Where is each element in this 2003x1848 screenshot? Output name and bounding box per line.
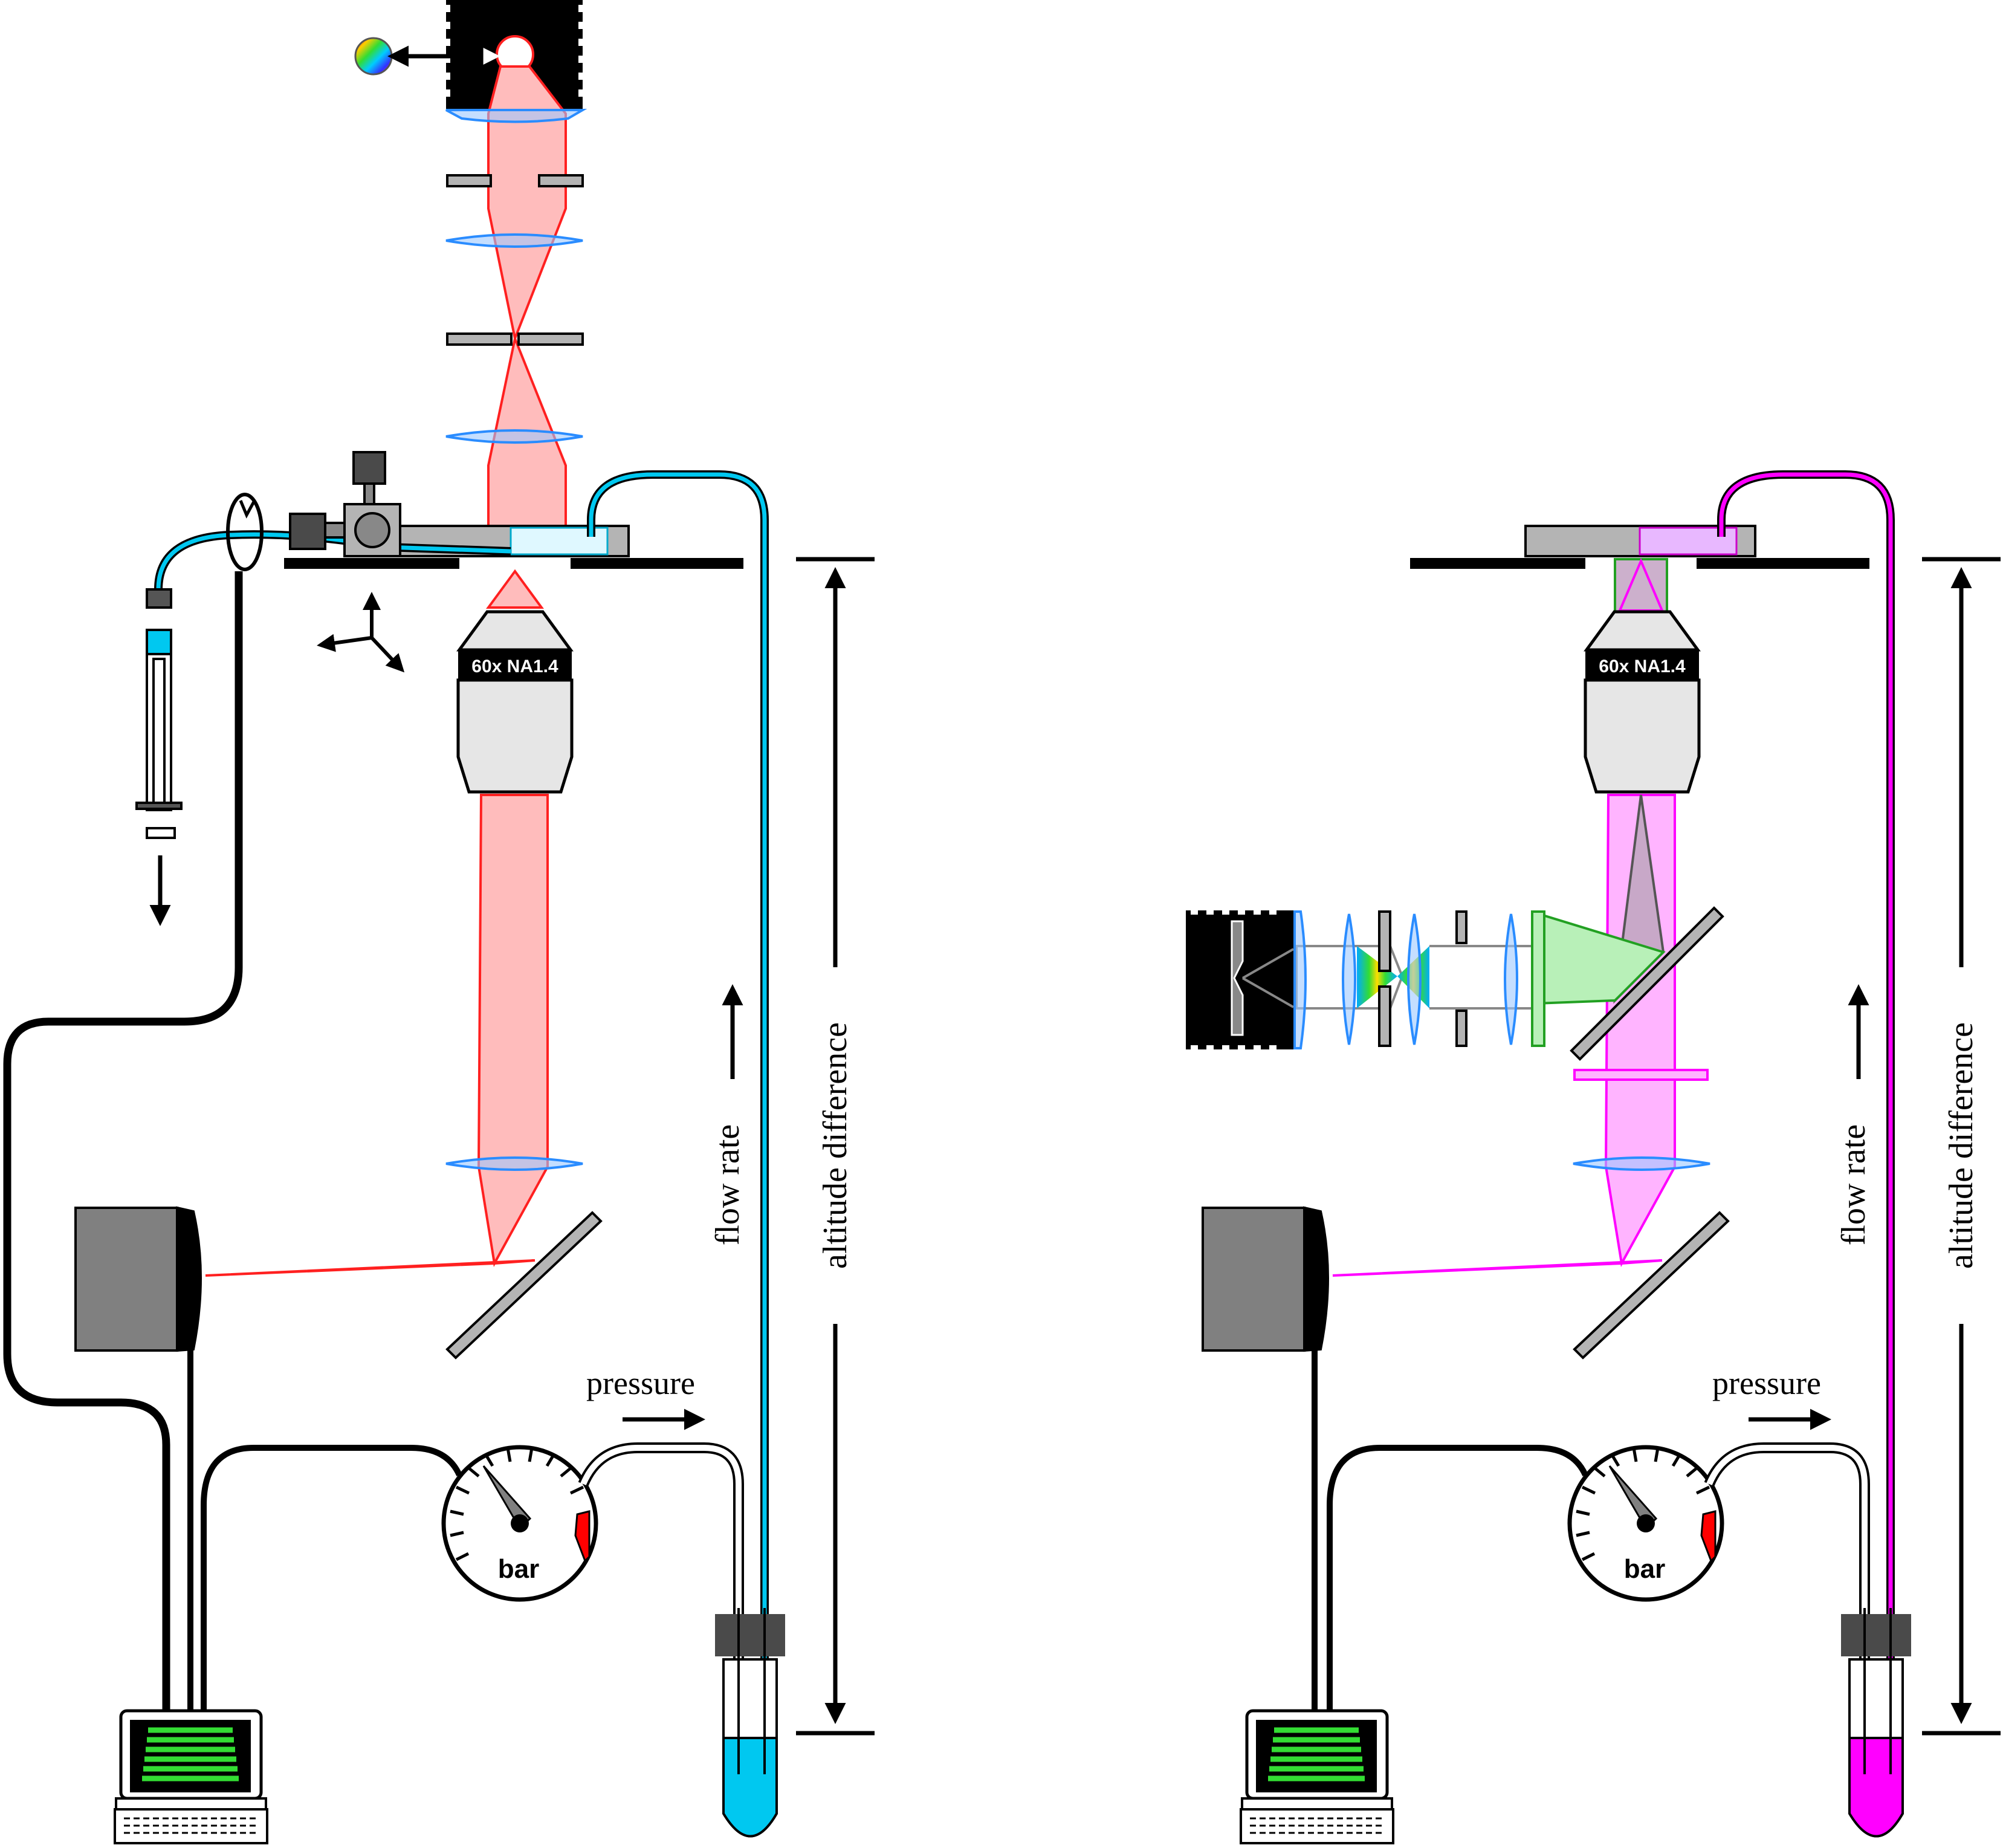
right-setup: 60x NA1.4 [1186,470,2001,1844]
right-emission-filter [1573,1069,1709,1081]
screen-lines [1268,1727,1365,1782]
lens-icon [1342,913,1356,1045]
right-stage-plate-right [1697,558,1869,569]
left-syringe [135,588,183,839]
right-side-optics [1293,910,1545,1049]
left-altitude-dimension [796,557,875,1736]
lens-icon [445,109,587,123]
lens-icon [1293,910,1307,1049]
left-objective-label: 60x NA1.4 [471,657,558,676]
right-emission-beam [1614,557,1668,617]
right-pressure-label: pressure [1712,1365,1821,1401]
left-apertures [446,174,584,346]
left-lenses-top [445,109,587,444]
lens-icon [445,1156,583,1171]
right-cables [1312,1350,1588,1711]
left-computer [114,1709,268,1844]
left-camera-block [442,0,587,110]
right-light-source [1186,906,1294,1054]
right-excitation-filter [1531,910,1545,1047]
rainbow-spectrum-icon [354,37,393,76]
lens-icon [1504,913,1518,1045]
left-reflected-beam [205,1259,536,1277]
left-pressure-label: pressure [586,1365,695,1401]
right-objective-label: 60x NA1.4 [1599,657,1686,676]
right-dichroic-mirror [1573,1211,1730,1360]
right-flow-label: flow rate [1835,1124,1872,1246]
right-altitude-label: altitude difference [1943,1022,1980,1269]
left-detector [74,1206,202,1352]
lens-icon [1573,1156,1710,1171]
right-altitude-dimension [1922,557,2001,1736]
left-stage-plate-right [571,558,743,569]
right-objective: 60x NA1.4 [1584,610,1701,794]
left-objective: 60x NA1.4 [456,569,574,794]
lens-icon [1407,913,1422,1045]
lens-icon [445,429,583,444]
left-cables [187,1350,462,1711]
right-reflected-beam [1332,1259,1663,1277]
left-altitude-label: altitude difference [817,1022,854,1269]
right-gauge-unit: bar [1624,1554,1665,1584]
left-valve [289,451,401,557]
right-detector [1202,1206,1329,1352]
right-computer [1240,1709,1394,1844]
right-vial [1841,1608,1911,1838]
left-dichroic-mirror [445,1211,603,1360]
screen-lines [142,1727,239,1782]
right-pressure-gauge: bar [1567,1445,1724,1602]
right-pressure-tube [1704,1442,1870,1765]
rotation-icon [226,493,264,571]
left-flow-label: flow rate [709,1124,746,1246]
right-dichroic-mirror-upper [1570,906,1724,1061]
right-channel [1639,527,1738,556]
left-pressure-tube [578,1442,744,1765]
lens-icon [445,233,583,248]
right-stage-plate [1410,558,1585,569]
left-excitation-beam [487,65,567,541]
left-pressure-gauge: bar [441,1445,598,1602]
left-stage-plate [284,558,459,569]
left-lower-beam [477,794,549,1268]
left-gauge-unit: bar [498,1554,539,1584]
left-setup: 60x NA1.4 [3,0,875,1844]
left-vial [715,1608,785,1838]
left-control-cable [3,571,243,1711]
xyz-stage-arrows-icon [317,592,405,673]
